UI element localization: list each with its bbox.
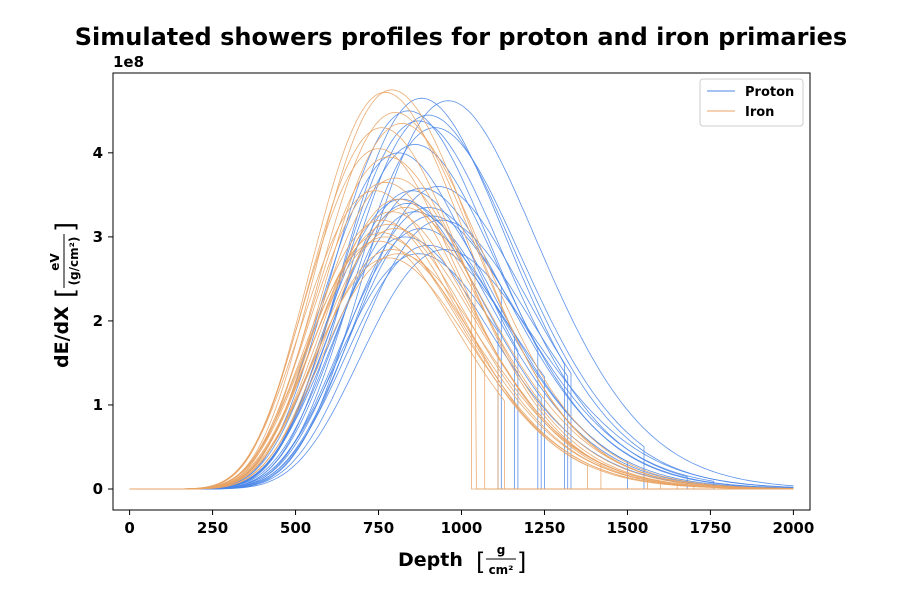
proton-profile-line [129,127,794,490]
y-tick-label: 0 [93,480,103,498]
y-axis-ticks: 0 1 2 3 4 [93,144,113,498]
iron-profile-line [129,198,794,490]
y-axis-label: dE/dX [ eV (g/cm²) ] [48,222,81,368]
x-tick-label: 2000 [773,519,815,537]
iron-profile-line [129,91,794,490]
svg-text:cm²: cm² [489,563,514,577]
svg-text:g: g [497,543,506,557]
svg-text:[: [ [51,288,81,298]
iron-profile-line [129,228,794,490]
iron-profile-line [129,89,794,490]
legend: Proton Iron [699,78,804,127]
y-tick-label: 3 [93,228,103,246]
svg-text:eV: eV [48,253,62,271]
iron-profile-line [129,257,794,490]
x-tick-label: 750 [363,519,394,537]
svg-text:Depth: Depth [398,549,463,571]
svg-text:]: ] [517,548,526,576]
svg-text:dE/dX: dE/dX [51,306,73,368]
y-tick-label: 1 [93,396,103,414]
svg-text:(g/cm²): (g/cm²) [67,237,81,286]
svg-text:]: ] [51,222,81,232]
x-tick-label: 0 [124,519,134,537]
y-offset-text: 1e8 [113,53,144,71]
iron-profile-line [129,112,794,490]
x-tick-label: 500 [280,519,311,537]
proton-profile-line [129,97,794,490]
legend-label-proton: Proton [745,85,794,100]
proton-profile-line [129,215,794,490]
iron-profile-line [129,236,794,490]
iron-profile-line [129,253,794,490]
iron-profile-line [129,207,794,490]
x-tick-label: 1500 [607,519,649,537]
x-tick-label: 250 [197,519,228,537]
iron-profile-line [129,190,794,490]
x-tick-label: 1250 [524,519,566,537]
x-axis-ticks: 0 250 500 750 1000 1250 1500 1750 2000 [124,510,814,537]
proton-profile-line [129,114,794,490]
legend-label-iron: Iron [745,105,774,120]
x-axis-label: Depth [ g cm² ] [398,543,526,577]
svg-text:[: [ [476,548,485,576]
proton-profile-line [129,236,794,490]
proton-profile-line [129,110,794,490]
iron-profile-line [129,177,794,490]
x-tick-label: 1750 [690,519,732,537]
proton-profile-line [129,228,794,490]
iron-profile-line [129,232,794,490]
chart-title: Simulated showers profiles for proton an… [75,23,847,51]
proton-profile-line [129,198,794,490]
proton-profile-line [129,190,794,490]
y-tick-label: 2 [93,312,103,330]
iron-profile-line [129,156,794,490]
proton-profile-line [129,253,794,490]
iron-profile-line [129,240,794,490]
proton-profile-line [129,211,794,490]
y-tick-label: 4 [93,144,103,162]
iron-profile-line [129,181,794,490]
proton-profile-line [129,202,794,490]
iron-profile-line [129,223,794,490]
plot-curves [129,89,794,490]
proton-profile-line [129,100,794,490]
iron-profile-line [129,249,794,490]
iron-profile-line [129,127,794,490]
x-tick-label: 1000 [441,519,483,537]
proton-profile-line [129,120,794,490]
